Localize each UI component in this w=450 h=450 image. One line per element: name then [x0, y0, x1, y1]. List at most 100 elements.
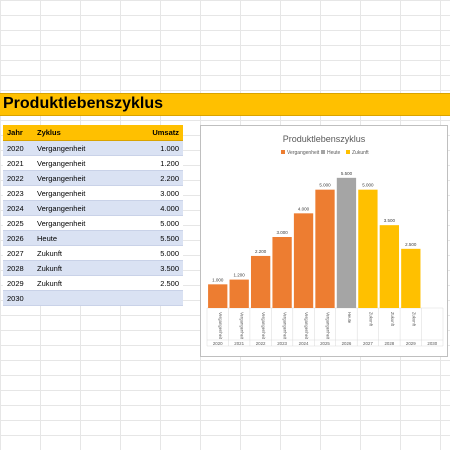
data-label: 5.500: [341, 171, 353, 176]
tick-label-cycle: Vergangenheit: [283, 312, 288, 340]
cell-sales[interactable]: 4.000: [125, 200, 183, 216]
bar: [272, 237, 292, 308]
bar: [293, 213, 314, 308]
table-row: 2029 Zukunft 2.500: [3, 275, 183, 291]
tick-label-year: 2023: [277, 341, 287, 346]
tick-label-year: 2022: [256, 341, 266, 346]
tick-label-cycle: Vergangenheit: [304, 312, 309, 340]
tick-label-year: 2020: [213, 341, 223, 346]
tick-label-cycle: Heute: [347, 312, 352, 324]
table-row: 2022 Vergangenheit 2.200: [3, 170, 183, 186]
cell-year[interactable]: 2023: [3, 185, 33, 201]
legend-entry: Heute: [327, 150, 341, 156]
table-row: 2026 Heute 5.500: [3, 230, 183, 246]
cell-cycle[interactable]: Heute: [33, 230, 126, 246]
bar: [250, 255, 271, 308]
cell-cycle[interactable]: Vergangenheit: [33, 215, 126, 231]
tick-label-year: 2021: [234, 341, 244, 346]
cell-sales[interactable]: 3.000: [125, 185, 183, 201]
cell-sales[interactable]: 2.200: [125, 170, 183, 186]
tick-label-cycle: Zukunft: [390, 312, 395, 327]
header-sales[interactable]: Umsatz: [125, 125, 183, 141]
cell-year[interactable]: 2024: [3, 200, 33, 216]
table-row: 2023 Vergangenheit 3.000: [3, 185, 183, 201]
data-label: 3.000: [276, 230, 288, 235]
legend-swatch: [281, 150, 285, 154]
table-row: 2028 Zukunft 3.500: [3, 260, 183, 276]
tick-label-year: 2030: [427, 341, 437, 346]
cell-year[interactable]: 2027: [3, 245, 33, 261]
data-label: 2.200: [255, 249, 267, 254]
cell-cycle[interactable]: [33, 290, 126, 306]
cell-cycle[interactable]: Vergangenheit: [33, 170, 126, 186]
table-row: 2025 Vergangenheit 5.000: [3, 215, 183, 231]
table-row: 2020 Vergangenheit 1.000: [3, 140, 183, 156]
cell-sales[interactable]: 3.500: [125, 260, 183, 276]
cell-sales[interactable]: 1.000: [125, 140, 183, 156]
cell-sales[interactable]: 5.000: [125, 215, 183, 231]
header-cycle[interactable]: Zyklus: [33, 125, 126, 141]
legend-entry: Vergangenheit: [287, 150, 320, 156]
tick-label-year: 2025: [320, 341, 330, 346]
sheet-title: Produktlebenszyklus: [3, 95, 164, 112]
tick-label-year: 2027: [363, 341, 373, 346]
cell-year[interactable]: 2026: [3, 230, 33, 246]
title-bar[interactable]: Produktlebenszyklus: [0, 93, 450, 116]
bar: [229, 279, 249, 308]
data-label: 5.000: [319, 183, 331, 188]
cell-year[interactable]: 2022: [3, 170, 33, 186]
bar: [336, 177, 357, 308]
tick-label-cycle: Vergangenheit: [240, 312, 245, 340]
data-label: 5.000: [362, 183, 374, 188]
bar: [401, 248, 421, 308]
legend-swatch: [321, 150, 325, 154]
cell-sales[interactable]: 5.500: [125, 230, 183, 246]
data-label: 4.000: [298, 206, 310, 211]
tick-label-year: 2026: [342, 341, 352, 346]
cell-year[interactable]: 2028: [3, 260, 33, 276]
tick-label-cycle: Vergangenheit: [218, 312, 223, 340]
tick-label-cycle: Vergangenheit: [326, 312, 331, 340]
bar: [208, 284, 228, 308]
bar-chart: Produktlebenszyklus Vergangenheit Heute Zuk…: [206, 134, 444, 347]
cell-cycle[interactable]: Zukunft: [33, 260, 126, 276]
table-row: 2021 Vergangenheit 1.200: [3, 155, 183, 171]
table-row: 2024 Vergangenheit 4.000: [3, 200, 183, 216]
cell-cycle[interactable]: Vergangenheit: [33, 140, 126, 156]
data-label: 3.500: [384, 218, 396, 223]
cell-cycle[interactable]: Vergangenheit: [33, 200, 126, 216]
cell-cycle[interactable]: Vergangenheit: [33, 155, 126, 171]
cell-cycle[interactable]: Zukunft: [33, 245, 126, 261]
table-row: 2030: [3, 290, 183, 306]
cell-cycle[interactable]: Zukunft: [33, 275, 126, 291]
tick-label-cycle: Zukunft: [368, 312, 373, 327]
cell-sales[interactable]: 5.000: [125, 245, 183, 261]
tick-label-cycle: Vergangenheit: [261, 312, 266, 340]
data-label: 1.000: [212, 277, 224, 282]
legend-swatch: [346, 150, 350, 154]
chart-area[interactable]: Produktlebenszyklus Vergangenheit Heute Zuk…: [200, 125, 448, 357]
cell-year[interactable]: 2025: [3, 215, 33, 231]
chart-title: Produktlebenszyklus: [283, 134, 366, 144]
tick-label-year: 2028: [384, 341, 394, 346]
cell-year[interactable]: 2029: [3, 275, 33, 291]
data-table: Jahr Zyklus Umsatz 2020 Vergangenheit 1.00…: [3, 125, 183, 306]
cell-year[interactable]: 2021: [3, 155, 33, 171]
data-label: 1.200: [234, 273, 246, 278]
cell-year[interactable]: 2030: [3, 290, 33, 306]
tick-label-cycle: Zukunft: [411, 312, 416, 327]
cell-sales[interactable]: [125, 290, 183, 306]
cell-sales[interactable]: 2.500: [125, 275, 183, 291]
table-row: 2027 Zukunft 5.000: [3, 245, 183, 261]
header-year[interactable]: Jahr: [3, 125, 33, 141]
bar: [379, 225, 400, 308]
bar: [358, 189, 378, 308]
table-header-row: Jahr Zyklus Umsatz: [3, 125, 183, 141]
data-label: 2.500: [405, 242, 417, 247]
tick-label-year: 2029: [406, 341, 416, 346]
cell-year[interactable]: 2020: [3, 140, 33, 156]
bar: [315, 189, 335, 308]
cell-sales[interactable]: 1.200: [125, 155, 183, 171]
cell-cycle[interactable]: Vergangenheit: [33, 185, 126, 201]
tick-label-year: 2024: [299, 341, 309, 346]
